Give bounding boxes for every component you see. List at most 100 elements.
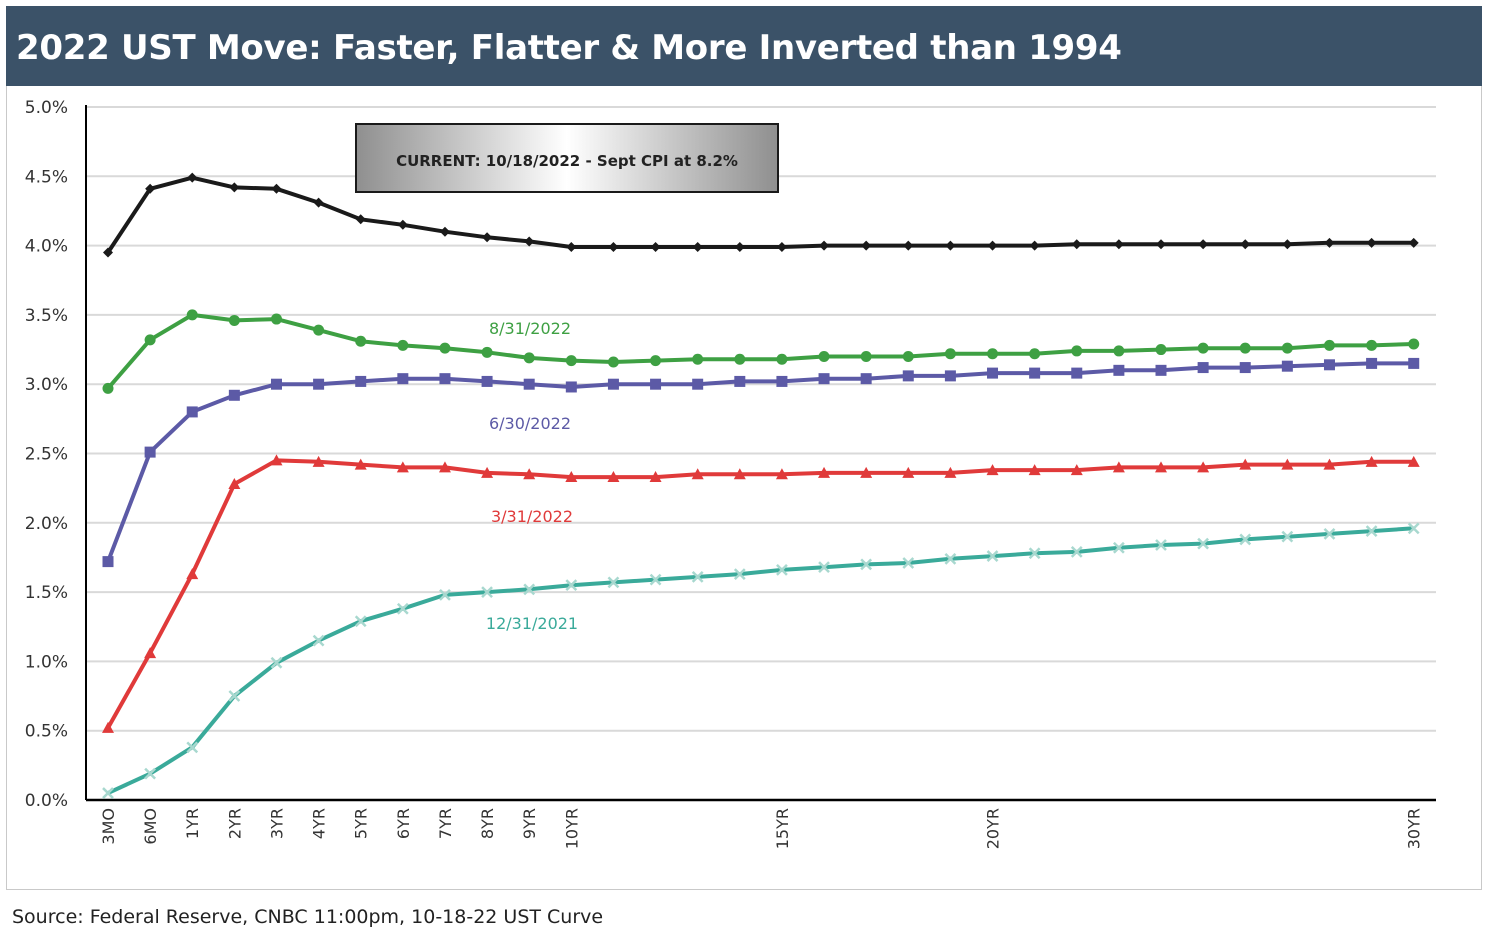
data-point xyxy=(523,468,536,480)
data-point xyxy=(986,550,999,562)
y-tick-label: 5.0% xyxy=(25,98,68,118)
data-point xyxy=(228,690,241,702)
data-point xyxy=(1281,530,1294,543)
data-point xyxy=(776,564,788,576)
data-point xyxy=(649,471,662,483)
y-tick-label: 0.0% xyxy=(25,791,68,811)
y-tick-label: 1.0% xyxy=(25,652,68,672)
data-point xyxy=(776,241,787,252)
data-point xyxy=(818,561,830,574)
data-point xyxy=(481,586,493,598)
data-point xyxy=(187,172,198,183)
y-tick-label: 1.5% xyxy=(25,583,68,603)
data-point xyxy=(607,378,619,390)
data-point xyxy=(355,335,367,347)
data-point xyxy=(987,348,999,360)
data-point xyxy=(270,313,282,325)
data-point xyxy=(1071,345,1083,357)
data-point xyxy=(1029,348,1041,360)
data-point xyxy=(354,615,367,628)
data-point xyxy=(734,375,746,387)
data-point xyxy=(1407,522,1420,535)
data-point xyxy=(1070,464,1083,476)
data-point xyxy=(608,241,619,252)
labels-layer: 0.0% 0.5% 1.0% 1.5% 2.0% 2.5% 3.0% 3.5% 4.0% 4.5%… xyxy=(25,98,1424,849)
data-point xyxy=(818,466,831,478)
series-label: 3/31/2022 xyxy=(491,507,573,526)
data-point xyxy=(607,576,620,589)
data-point xyxy=(566,241,577,252)
data-point xyxy=(1407,455,1420,467)
data-point xyxy=(733,468,746,480)
data-point xyxy=(102,556,114,568)
series-label: 6/30/2022 xyxy=(489,414,571,433)
data-point xyxy=(1155,539,1167,551)
data-point xyxy=(860,373,872,385)
data-point xyxy=(944,552,957,565)
data-point xyxy=(1029,240,1040,251)
data-point xyxy=(565,471,578,483)
data-point xyxy=(482,232,493,243)
source-note: Source: Federal Reserve, CNBC 11:00pm, 1… xyxy=(12,906,604,928)
data-point xyxy=(860,350,872,362)
data-point xyxy=(776,375,788,387)
data-point xyxy=(1197,362,1209,374)
data-point xyxy=(691,570,704,583)
data-point xyxy=(270,454,283,466)
data-point xyxy=(228,314,240,326)
annotation-text: CURRENT: 10/18/2022 - Sept CPI at 8.2% xyxy=(396,152,738,170)
data-point xyxy=(102,787,114,799)
data-point xyxy=(397,373,409,385)
x-tick-label: 8YR xyxy=(478,808,497,839)
series-line xyxy=(106,361,1414,563)
series-line xyxy=(106,312,1414,390)
data-point xyxy=(186,741,199,754)
series-12-31-2021 xyxy=(102,522,1420,799)
data-point xyxy=(438,461,451,473)
data-point xyxy=(650,355,662,367)
data-point xyxy=(270,378,282,390)
data-point xyxy=(355,375,367,387)
data-point xyxy=(439,373,451,385)
y-tick-label: 4.0% xyxy=(25,237,68,257)
data-point xyxy=(1324,237,1335,248)
data-point xyxy=(1366,357,1378,369)
data-point xyxy=(860,558,873,571)
data-point xyxy=(944,370,956,382)
data-point xyxy=(312,455,325,467)
data-point xyxy=(1197,342,1209,354)
data-point xyxy=(944,466,957,478)
data-point xyxy=(102,721,114,733)
data-point xyxy=(565,579,578,592)
x-tick-label: 10YR xyxy=(562,808,581,849)
data-point xyxy=(1365,455,1378,467)
x-tick-label: 2YR xyxy=(225,808,244,839)
data-point xyxy=(1071,239,1082,250)
x-tick-label: 20YR xyxy=(984,808,1003,849)
x-tick-label: 6YR xyxy=(394,808,413,839)
data-point xyxy=(1071,367,1083,379)
data-point xyxy=(1281,360,1293,372)
series-current-10-18-2022 xyxy=(103,172,1419,258)
data-point xyxy=(692,241,703,252)
data-point xyxy=(1239,362,1251,374)
data-point xyxy=(607,471,620,483)
data-point xyxy=(186,309,198,321)
data-point xyxy=(1240,239,1251,250)
data-point xyxy=(1323,458,1336,470)
data-point xyxy=(902,466,915,478)
data-point xyxy=(271,183,282,194)
data-point xyxy=(524,236,535,247)
data-point xyxy=(1323,528,1336,540)
data-point xyxy=(397,339,409,351)
data-point xyxy=(1070,546,1083,558)
annotation-box: CURRENT: 10/18/2022 - Sept CPI at 8.2% xyxy=(355,123,779,193)
data-point xyxy=(354,458,367,470)
x-tick-label: 30YR xyxy=(1405,808,1424,849)
y-tick-label: 0.5% xyxy=(25,722,68,742)
data-point xyxy=(144,334,156,346)
data-point xyxy=(1156,239,1166,250)
data-point xyxy=(144,767,157,780)
data-point xyxy=(228,389,240,401)
data-point xyxy=(144,446,156,458)
